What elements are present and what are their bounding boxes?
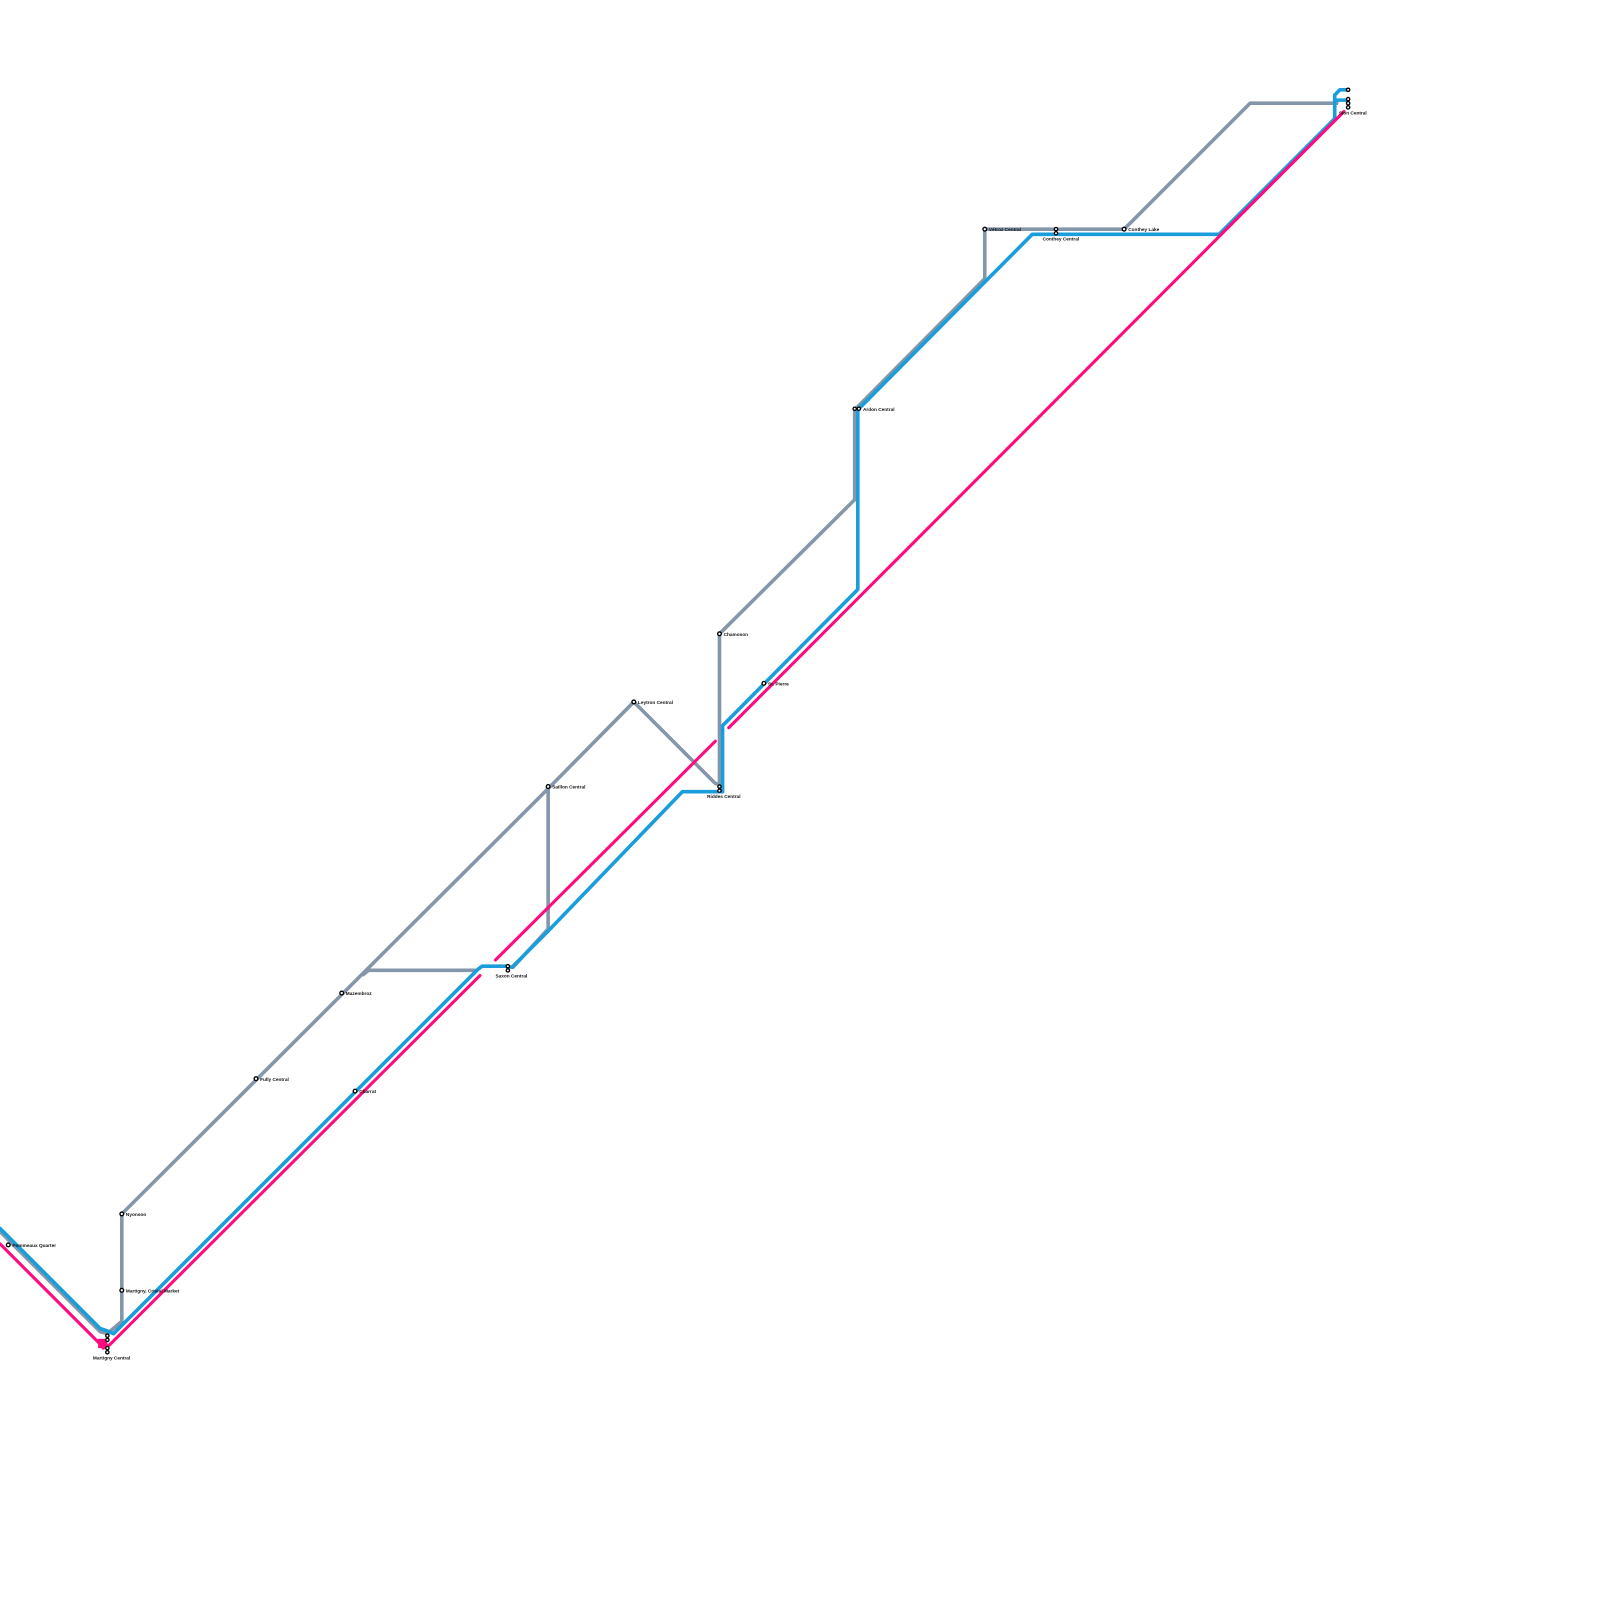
station-leytron-central[interactable]: Leytron Central [631,699,673,706]
station-label: Saillon Central [552,785,585,791]
station-label: Martigny Central [93,1355,130,1361]
gray-line-main[interactable] [0,101,1339,1336]
station-vetroz-central[interactable]: Vétroz Central [982,226,1021,233]
blue-line[interactable] [0,88,1350,1336]
station-saxon-central[interactable]: Saxon Central [495,963,527,980]
station-sion-central[interactable]: Sion Central [1339,87,1367,117]
station-conthey-lake[interactable]: Conthey Lake [1121,226,1160,233]
station-label: Ardon Central [863,407,895,413]
station-label: Conthey Central [1043,237,1080,243]
station-nyonsoo[interactable]: Nyonsoo [119,1211,146,1218]
station-charrat[interactable]: Charrat [352,1088,376,1095]
station-label: Nyonsoo [126,1212,146,1218]
station-label: St. Pierre [768,681,789,687]
station-mazembroz[interactable]: Mazembroz [339,990,372,997]
line-pink[interactable] [0,109,1346,1350]
line-blue[interactable] [0,88,1350,1336]
station-label: Mazembroz [346,991,372,997]
line-gray[interactable] [0,101,1339,1336]
gray-line-branch-saxon[interactable] [361,968,477,977]
station-label: Chamoson [724,632,749,638]
station-label: Fully Central [260,1077,289,1083]
station-chamoson[interactable]: Chamoson [716,631,749,638]
station-riddes-central[interactable]: Riddes Central [707,784,741,800]
station-label: Martigny, Cristal Market [126,1288,180,1294]
station-label: Pommeaux Quarter [12,1243,56,1249]
station-st-pierre[interactable]: St. Pierre [761,680,789,687]
station-fully-central[interactable]: Fully Central [253,1076,289,1083]
pink-line-seg-2[interactable] [493,739,717,962]
pink-line-seg-3[interactable] [727,109,1346,730]
station-saillon-central[interactable]: Saillon Central [545,784,585,791]
station-label: Riddes Central [707,794,740,800]
station-martigny-central[interactable]: Martigny Central [93,1333,130,1361]
station-label: Leytron Central [638,700,673,706]
station-conthey-central[interactable]: Conthey Central [1043,226,1080,243]
pink-line-terminus [98,1338,108,1349]
station-label: Conthey Lake [1128,227,1159,233]
station-label: Sion Central [1339,111,1367,117]
station-martigny-market[interactable]: Martigny, Cristal Market [119,1287,180,1294]
pink-line-seg-1[interactable] [0,973,482,1350]
station-label: Charrat [359,1089,376,1095]
station-label: Vétroz Central [989,227,1021,233]
gray-line-branch-saillon[interactable] [511,786,550,970]
station-label: Saxon Central [495,974,527,980]
stations: Pommeaux Quarter Nyonsoo Martigny, Crist… [5,87,1367,1361]
station-pommeaux-quarter[interactable]: Pommeaux Quarter [5,1242,56,1249]
station-ardon-central[interactable]: Ardon Central [852,406,895,413]
